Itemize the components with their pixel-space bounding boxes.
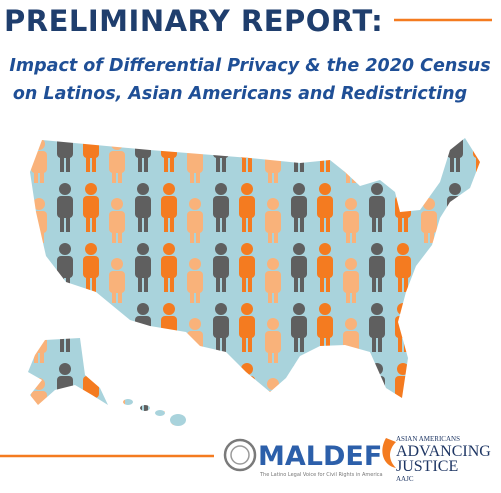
hawaii-map xyxy=(123,399,186,426)
maldef-name: MALDEF xyxy=(258,441,382,472)
aajc-line3: JUSTICE xyxy=(396,458,458,475)
aajc-mark xyxy=(382,438,396,468)
aajc-line2: ADVANCING xyxy=(396,443,491,460)
maldef-logo xyxy=(223,438,257,472)
aajc-line4: AAJC xyxy=(396,475,414,483)
title: PRELIMINARY REPORT: xyxy=(4,4,383,38)
us-map xyxy=(30,138,480,398)
maldef-tagline: The Latino Legal Voice for Civil Rights … xyxy=(259,472,383,478)
subtitle-line: Impact of Differential Privacy & the 202… xyxy=(9,56,490,76)
aajc-line1: ASIAN AMERICANS xyxy=(396,435,460,443)
alaska-map xyxy=(28,338,108,405)
subtitle-line: on Latinos, Asian Americans and Redistri… xyxy=(13,84,467,104)
